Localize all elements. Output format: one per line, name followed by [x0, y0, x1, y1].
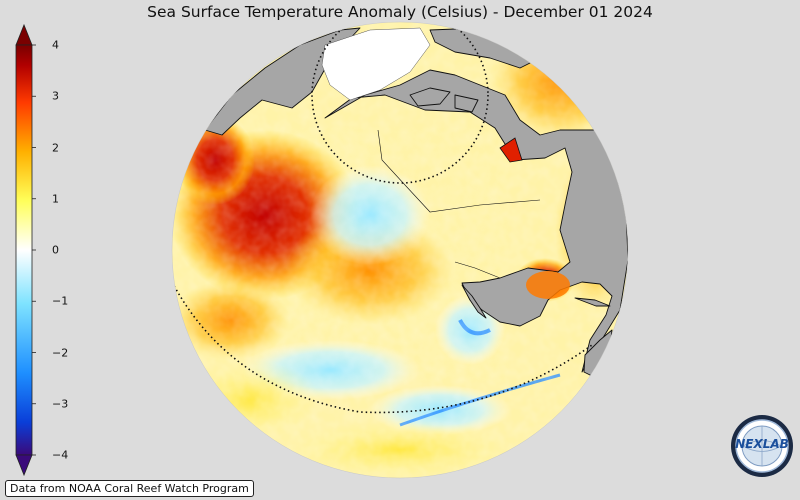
- colorbar-tick-label: −3: [52, 397, 69, 411]
- colorbar-tick-label: −2: [52, 346, 69, 359]
- colorbar: 4 3 2 1 0 −1 −2 −3 −4: [10, 20, 70, 480]
- colorbar-tick-label: 0: [52, 243, 59, 257]
- colorbar-tick-label: −4: [52, 448, 69, 462]
- colorbar-tick-label: 3: [52, 89, 59, 103]
- gulf-of-mexico: [526, 271, 570, 299]
- colorbar-tick-label: 4: [52, 38, 59, 52]
- colorbar-tick-label: −1: [52, 294, 69, 308]
- arctic-sea-ice: [321, 27, 431, 101]
- chart-title: Sea Surface Temperature Anomaly (Celsius…: [147, 3, 653, 21]
- nexlab-logo-text: NEXLAB: [735, 437, 789, 451]
- nexlab-globe-logo[interactable]: NEXLAB: [729, 413, 795, 479]
- colorbar-min-extend: [15, 454, 33, 477]
- globe-outline: [171, 21, 629, 479]
- colorbar-gradient: [15, 23, 36, 477]
- ocean-anomaly-field: [172, 22, 628, 478]
- colorbar-tick-label: 1: [52, 192, 59, 206]
- land-masses: [204, 27, 628, 379]
- arctic-circle-line: [311, 22, 489, 184]
- colorbar-tick-label: 2: [52, 141, 59, 154]
- data-credit-box: Data from NOAA Coral Reef Watch Program: [5, 480, 254, 497]
- nexlab-logo-icon: [731, 415, 793, 477]
- hudson-bay: [499, 137, 523, 163]
- equator-line: [172, 281, 593, 414]
